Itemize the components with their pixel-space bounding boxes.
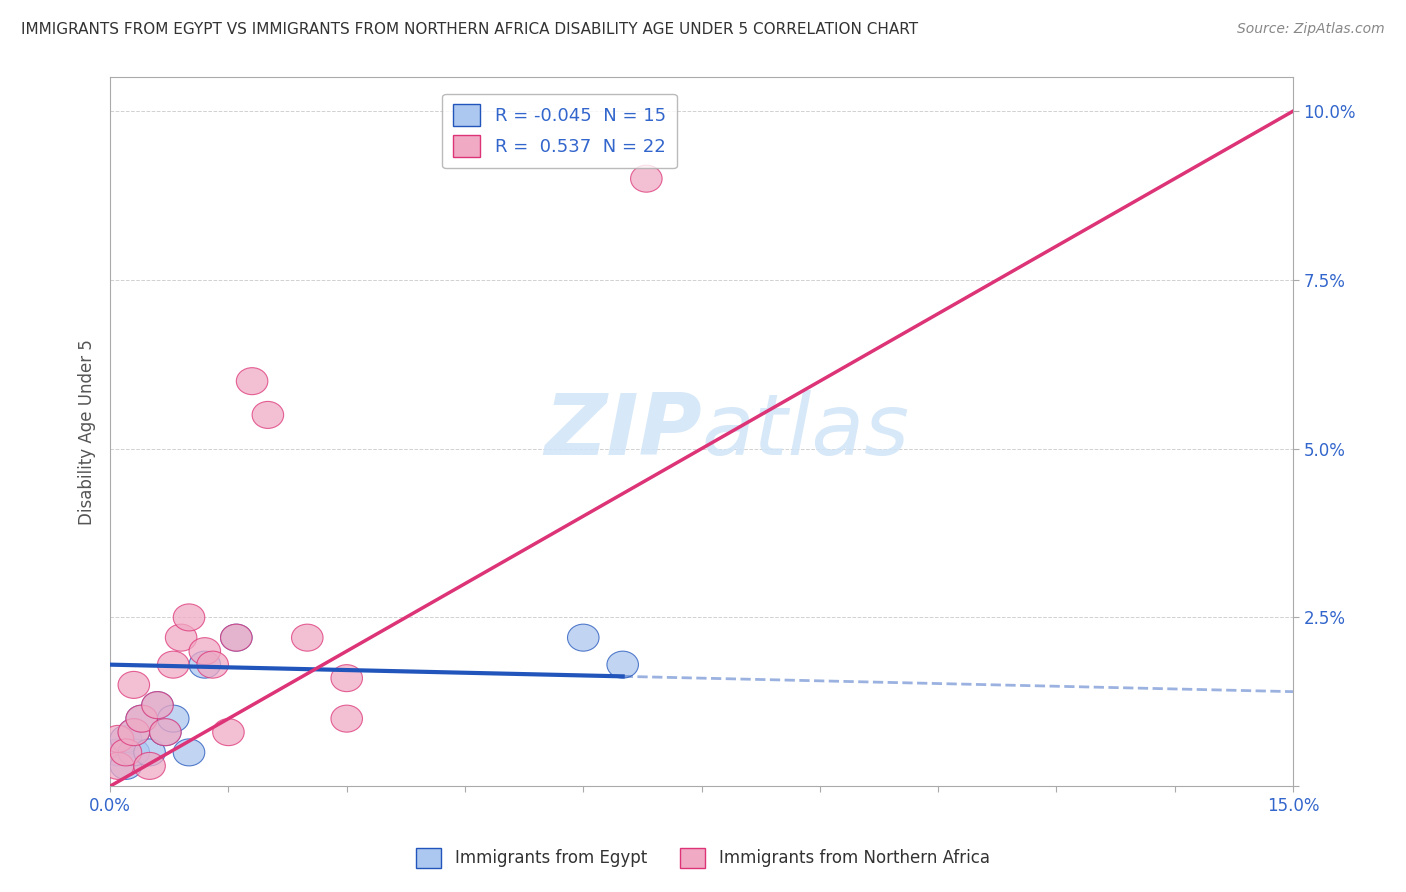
Text: Source: ZipAtlas.com: Source: ZipAtlas.com: [1237, 22, 1385, 37]
Ellipse shape: [118, 719, 149, 746]
Ellipse shape: [110, 752, 142, 780]
Ellipse shape: [607, 651, 638, 678]
Ellipse shape: [142, 691, 173, 719]
Ellipse shape: [142, 691, 173, 719]
Text: atlas: atlas: [702, 391, 910, 474]
Ellipse shape: [568, 624, 599, 651]
Ellipse shape: [157, 706, 188, 732]
Ellipse shape: [110, 725, 142, 752]
Ellipse shape: [103, 752, 134, 780]
Ellipse shape: [134, 739, 166, 766]
Text: ZIP: ZIP: [544, 391, 702, 474]
Y-axis label: Disability Age Under 5: Disability Age Under 5: [79, 339, 96, 524]
Ellipse shape: [103, 739, 134, 766]
Ellipse shape: [188, 638, 221, 665]
Ellipse shape: [252, 401, 284, 428]
Ellipse shape: [630, 165, 662, 192]
Ellipse shape: [330, 665, 363, 691]
Ellipse shape: [221, 624, 252, 651]
Ellipse shape: [127, 706, 157, 732]
Ellipse shape: [127, 706, 157, 732]
Legend: Immigrants from Egypt, Immigrants from Northern Africa: Immigrants from Egypt, Immigrants from N…: [409, 841, 997, 875]
Ellipse shape: [166, 624, 197, 651]
Ellipse shape: [157, 651, 188, 678]
Ellipse shape: [118, 739, 149, 766]
Ellipse shape: [197, 651, 228, 678]
Ellipse shape: [118, 672, 149, 698]
Legend: R = -0.045  N = 15, R =  0.537  N = 22: R = -0.045 N = 15, R = 0.537 N = 22: [443, 94, 676, 169]
Ellipse shape: [149, 719, 181, 746]
Ellipse shape: [188, 651, 221, 678]
Ellipse shape: [110, 739, 142, 766]
Ellipse shape: [103, 725, 134, 752]
Ellipse shape: [221, 624, 252, 651]
Ellipse shape: [149, 719, 181, 746]
Ellipse shape: [134, 752, 166, 780]
Ellipse shape: [212, 719, 245, 746]
Ellipse shape: [173, 604, 205, 631]
Ellipse shape: [330, 706, 363, 732]
Ellipse shape: [236, 368, 269, 394]
Text: IMMIGRANTS FROM EGYPT VS IMMIGRANTS FROM NORTHERN AFRICA DISABILITY AGE UNDER 5 : IMMIGRANTS FROM EGYPT VS IMMIGRANTS FROM…: [21, 22, 918, 37]
Ellipse shape: [118, 719, 149, 746]
Ellipse shape: [173, 739, 205, 766]
Ellipse shape: [291, 624, 323, 651]
